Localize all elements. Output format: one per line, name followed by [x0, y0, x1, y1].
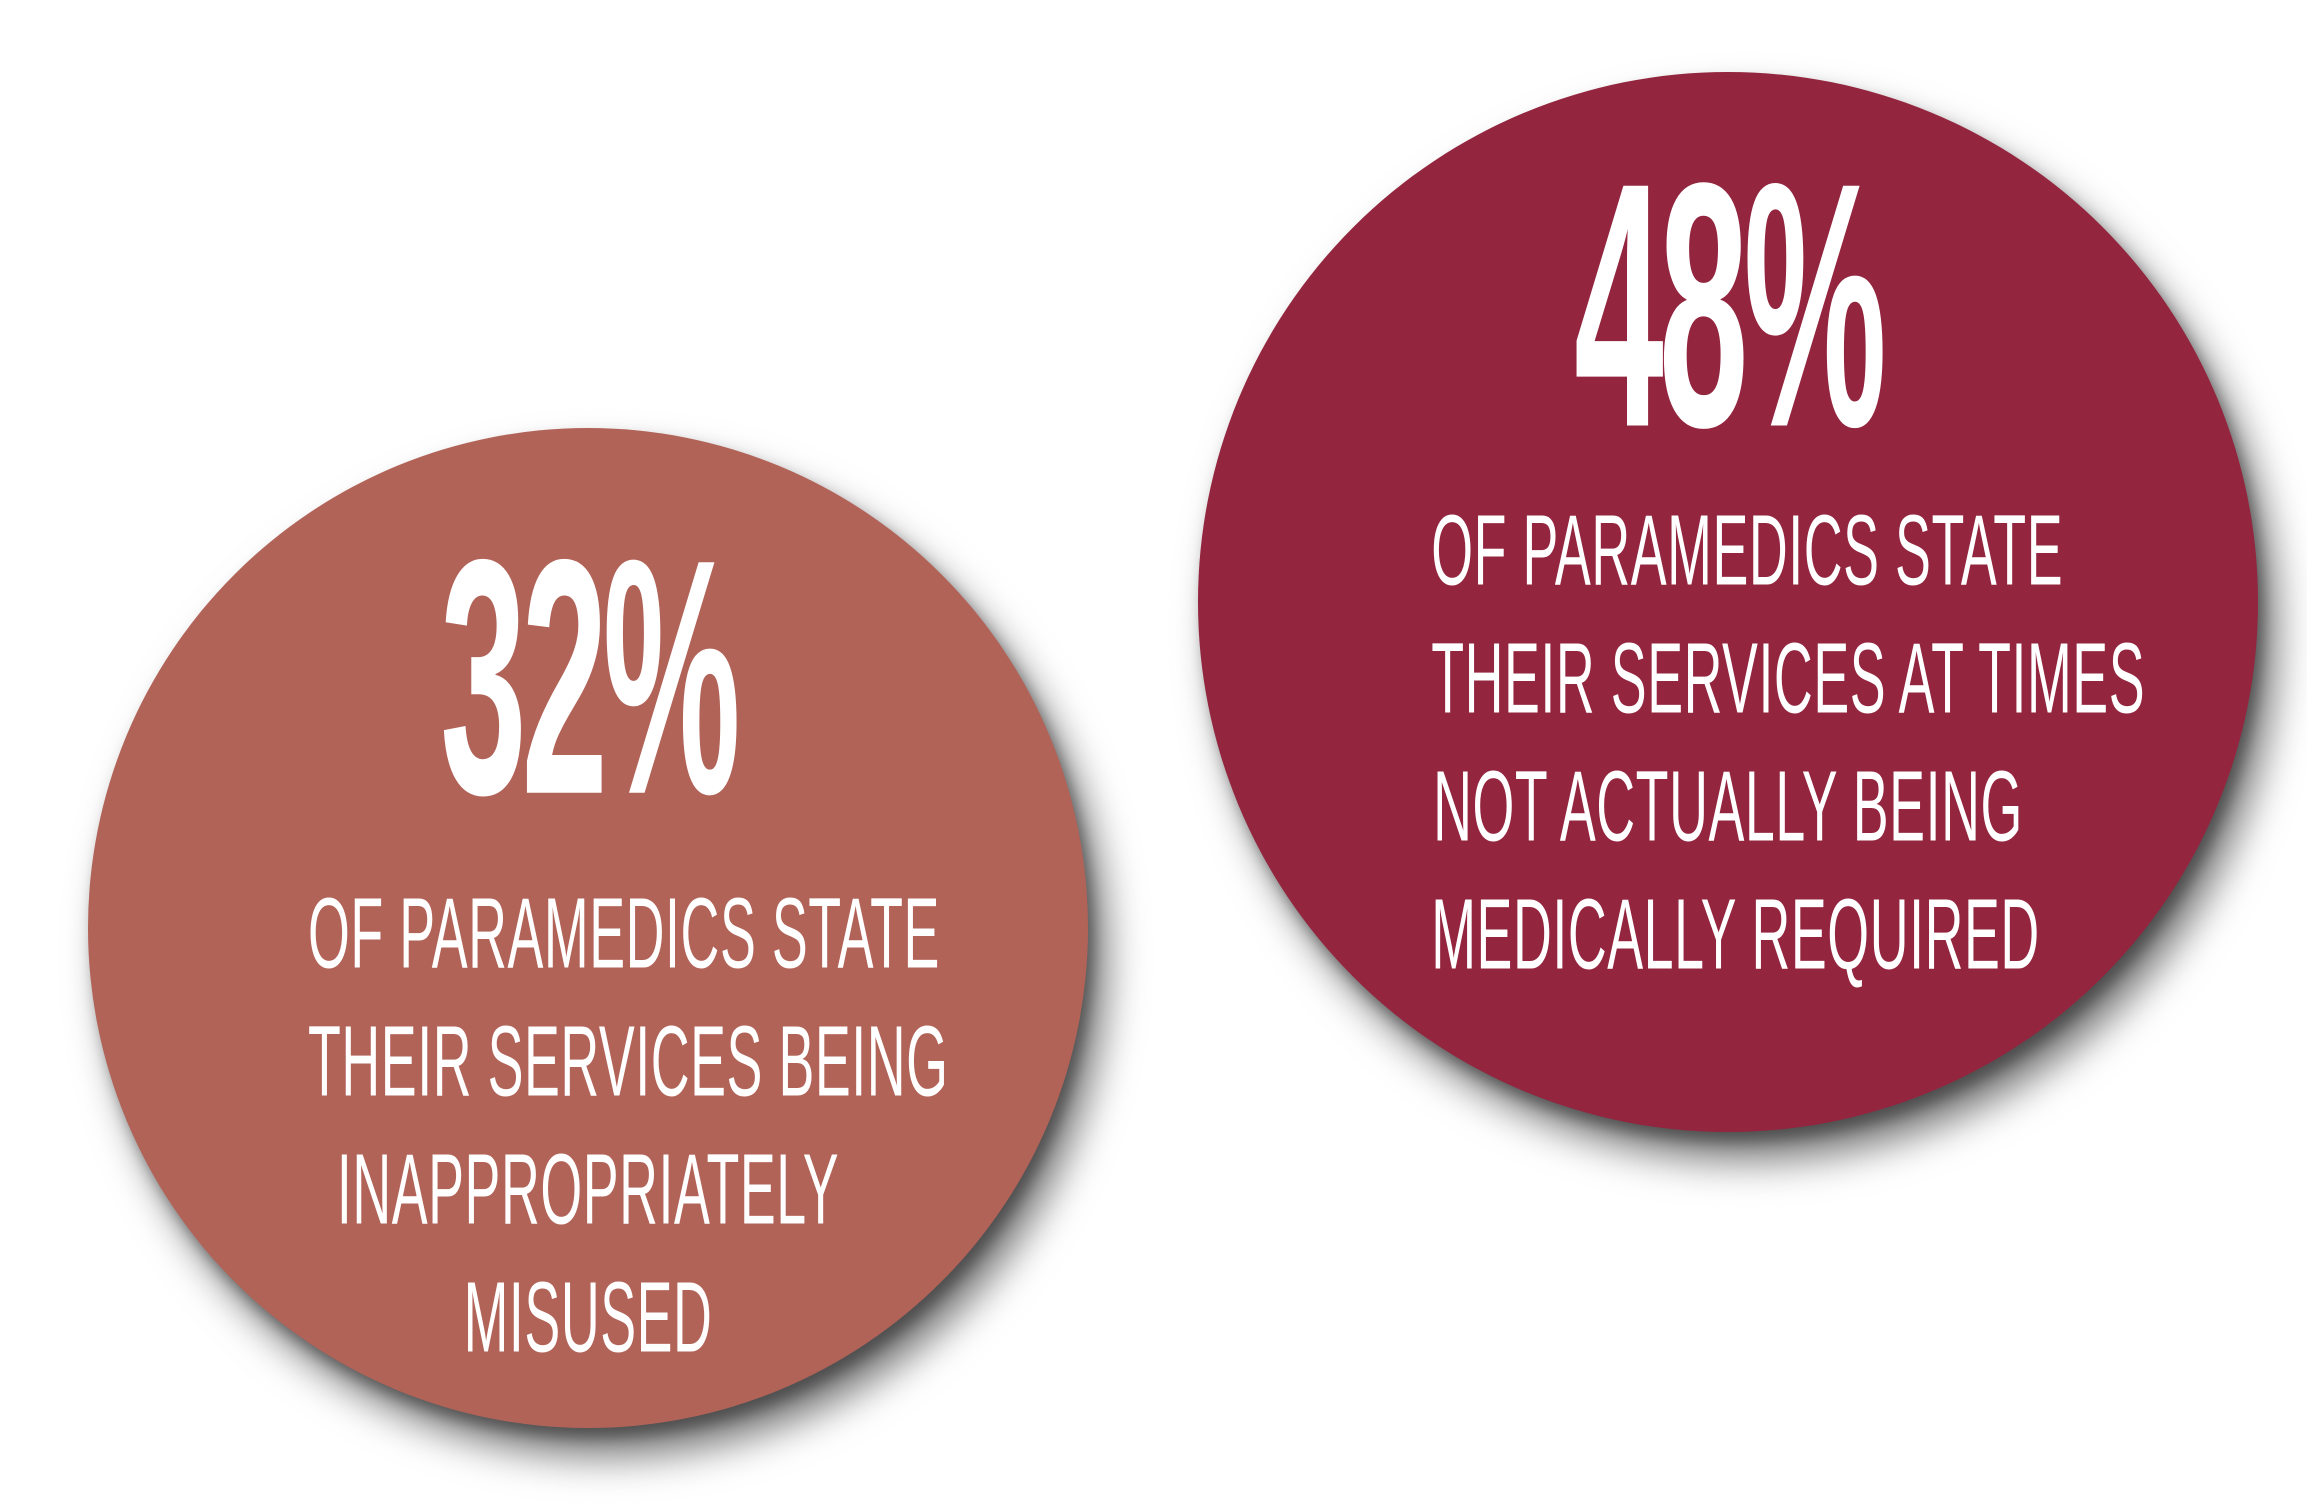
stat-description-line: MISUSED	[463, 1261, 713, 1374]
stat-description-line: INAPPROPRIATELY	[336, 1133, 840, 1246]
stat-percent: 48%	[1574, 111, 1887, 501]
stat-description-line: THEIR SERVICES BEING	[308, 1005, 949, 1118]
stat-description-line: OF PARAMEDICS STATE	[308, 877, 940, 990]
stat-description-line: NOT ACTUALLY BEING	[1433, 750, 2023, 863]
stat-description: OF PARAMEDICS STATE THEIR SERVICES BEING…	[88, 870, 1088, 1382]
stat-circle-misused: 32% OF PARAMEDICS STATE THEIR SERVICES B…	[88, 428, 1088, 1428]
stat-description-line: MEDICALLY REQUIRED	[1431, 878, 2040, 991]
stat-description-line: THEIR SERVICES AT TIMES	[1431, 622, 2146, 735]
stat-percent: 32%	[440, 489, 740, 864]
stat-description: OF PARAMEDICS STATE THEIR SERVICES AT TI…	[1198, 487, 2258, 999]
stat-description-line: OF PARAMEDICS STATE	[1431, 494, 2064, 607]
stat-circle-not-required: 48% OF PARAMEDICS STATE THEIR SERVICES A…	[1198, 72, 2258, 1132]
